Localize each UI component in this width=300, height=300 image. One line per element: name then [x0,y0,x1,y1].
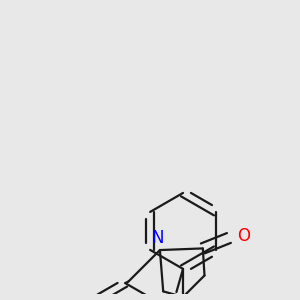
Text: O: O [237,227,250,245]
Text: N: N [151,230,164,247]
